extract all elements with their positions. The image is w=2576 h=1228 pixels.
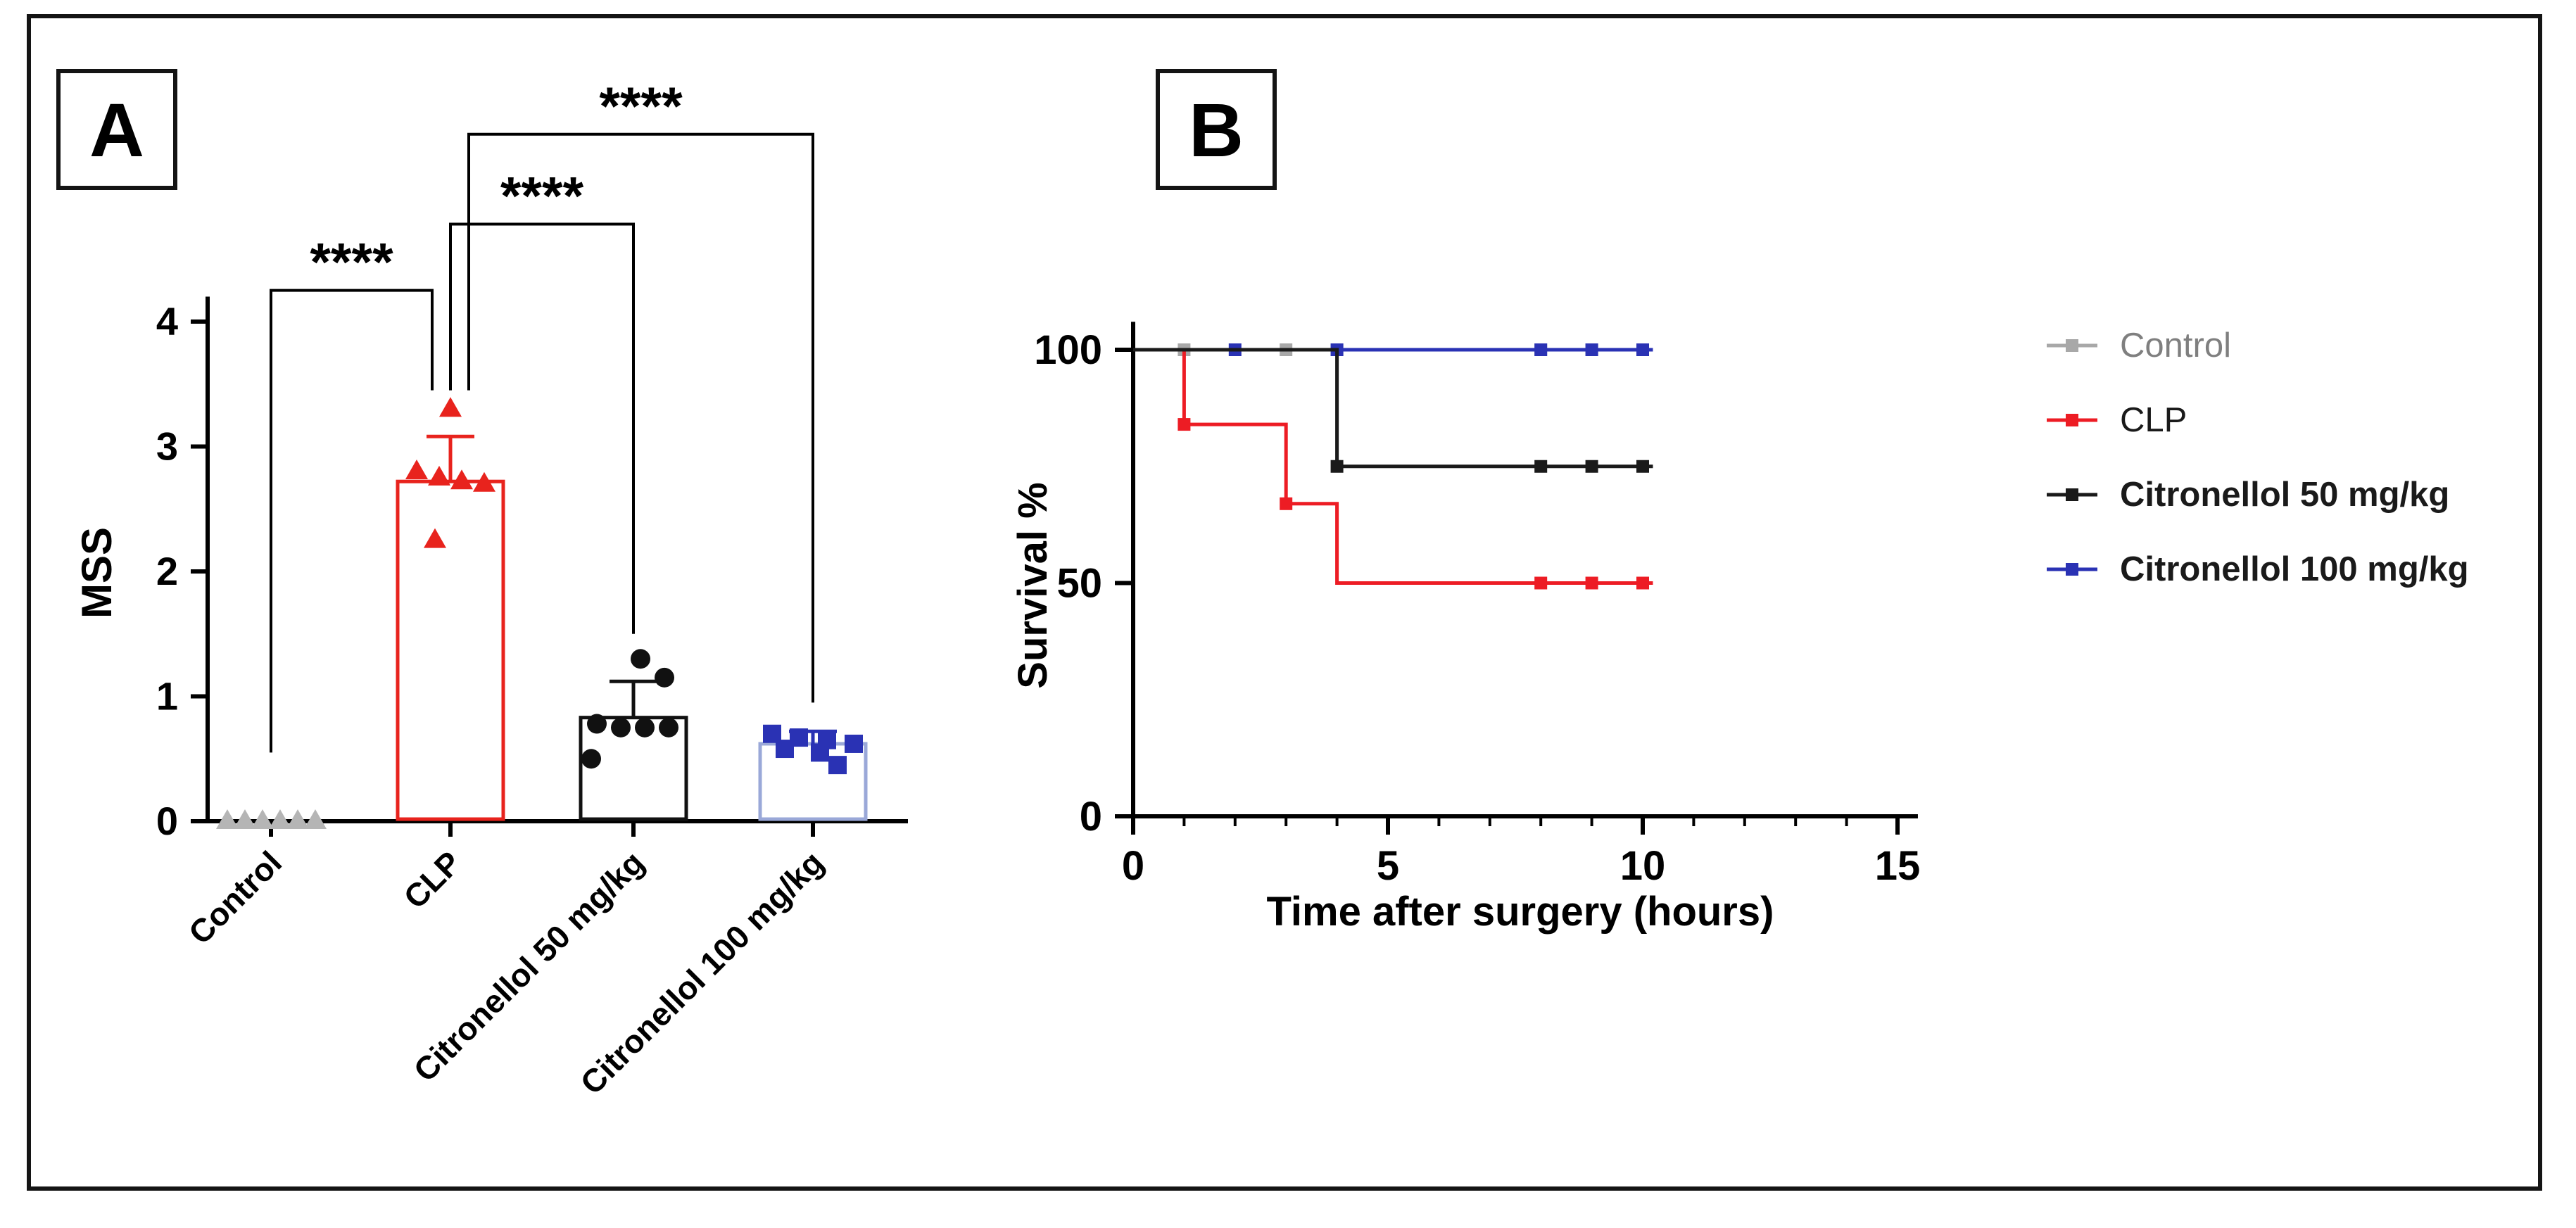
legend-marker-clp-icon	[2047, 414, 2097, 426]
legend-marker-citronellol-50-icon	[2047, 488, 2097, 501]
svg-text:3: 3	[156, 424, 178, 469]
legend-label-clp: CLP	[2120, 401, 2187, 439]
panel-a-label-box: A	[56, 69, 177, 190]
panel-a-letter: A	[89, 87, 144, 172]
svg-text:****: ****	[500, 167, 584, 227]
svg-text:0: 0	[156, 799, 178, 843]
survival-chart: 0 50 100 0 5 10 15	[1034, 322, 1920, 889]
legend-marker-citronellol-100-icon	[2047, 563, 2097, 576]
panel-b-letter: B	[1189, 87, 1244, 172]
panel-b-label-box: B	[1156, 69, 1277, 190]
mss-axis-label: MSS	[73, 526, 120, 619]
svg-text:CLP: CLP	[396, 844, 468, 916]
svg-text:10: 10	[1620, 843, 1666, 889]
survival-axes: 0 50 100 0 5 10 15	[1034, 322, 1920, 889]
svg-text:Control: Control	[182, 844, 289, 951]
mss-axes: 0 1 2 3 4	[156, 296, 908, 843]
survival-series-citronellol-50-mg-kg	[1133, 348, 1653, 473]
svg-text:2: 2	[156, 549, 178, 593]
time-axis-label: Time after surgery (hours)	[1266, 889, 1774, 935]
mss-points	[216, 397, 863, 829]
svg-text:****: ****	[599, 84, 683, 137]
svg-text:100: 100	[1034, 327, 1102, 373]
svg-text:1: 1	[156, 674, 178, 719]
legend-label-citronellol-100: Citronellol 100 mg/kg	[2120, 550, 2469, 588]
survival-legend: Control CLP Citronellol 50 mg/kg Citrone…	[2045, 325, 2469, 624]
legend-item-citronellol-100: Citronellol 100 mg/kg	[2045, 549, 2469, 590]
svg-text:0: 0	[1122, 843, 1144, 889]
legend-label-citronellol-50: Citronellol 50 mg/kg	[2120, 476, 2450, 514]
svg-text:50: 50	[1056, 561, 1102, 607]
svg-text:****: ****	[310, 233, 393, 293]
svg-text:5: 5	[1377, 843, 1399, 889]
svg-text:15: 15	[1875, 843, 1921, 889]
legend-item-clp: CLP	[2045, 400, 2469, 441]
mss-bars	[396, 434, 868, 821]
legend-label-control: Control	[2120, 327, 2231, 365]
mss-significance: **** **** ****	[270, 84, 814, 753]
legend-item-control: Control	[2045, 325, 2469, 366]
legend-item-citronellol-50: Citronellol 50 mg/kg	[2045, 474, 2469, 515]
legend-marker-control-icon	[2047, 339, 2097, 352]
svg-text:0: 0	[1080, 794, 1102, 840]
survival-series-clp	[1133, 348, 1653, 590]
svg-text:4: 4	[156, 299, 178, 343]
survival-axis-label: Survival %	[1010, 482, 1056, 689]
